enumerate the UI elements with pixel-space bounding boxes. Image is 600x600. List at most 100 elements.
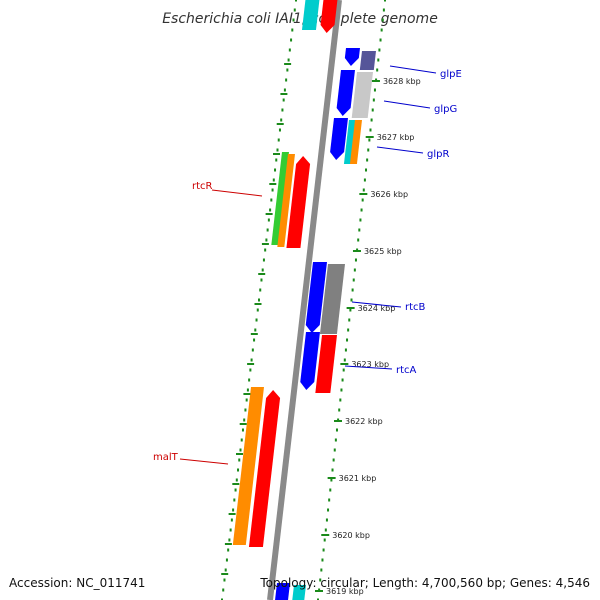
map-title: Escherichia coli IAI1, complete genome bbox=[162, 11, 438, 27]
gene-block bbox=[330, 118, 348, 160]
tick-label: 3619 kbp bbox=[326, 587, 364, 596]
tick-marks: 3628 kbp 3627 kbp 3626 kbp 3625 kbp 3624 kbp… bbox=[221, 63, 421, 596]
tick-label: 3625 kbp bbox=[364, 247, 402, 256]
leader-line bbox=[179, 458, 229, 465]
ring-dot bbox=[373, 88, 376, 92]
gene-block bbox=[320, 0, 338, 33]
gene-block bbox=[292, 585, 306, 600]
ring-dot bbox=[280, 118, 283, 122]
gene-block bbox=[286, 156, 311, 248]
gene-label-rtcA: rtcA bbox=[396, 365, 417, 376]
ring-dot bbox=[230, 518, 233, 522]
accession-text: Accession: NC_011741 bbox=[9, 576, 145, 590]
ring-dot bbox=[255, 318, 258, 322]
ring-dot bbox=[341, 378, 344, 382]
ring-dot bbox=[272, 178, 275, 182]
ring-dot bbox=[277, 138, 280, 142]
tick-label: 3624 kbp bbox=[358, 304, 396, 313]
ring-dot bbox=[269, 208, 272, 212]
ring-dot bbox=[245, 398, 248, 402]
ring-dot bbox=[225, 558, 228, 562]
ring-dot bbox=[286, 68, 289, 72]
ring-dot bbox=[354, 258, 357, 262]
ring-dot bbox=[264, 248, 267, 252]
leader-line bbox=[344, 365, 393, 370]
ring-dot bbox=[327, 508, 330, 512]
ring-dot bbox=[370, 118, 373, 122]
ring-dot bbox=[221, 598, 223, 600]
ring-dot bbox=[321, 558, 324, 562]
genome-summary-text: Topology: circular; Length: 4,700,560 bp… bbox=[259, 576, 590, 590]
gene-label-rtcR: rtcR bbox=[192, 181, 213, 192]
ring-dot bbox=[379, 38, 382, 42]
tick-label: 3626 kbp bbox=[370, 190, 408, 199]
gene-block bbox=[271, 152, 289, 245]
ring-dot bbox=[348, 318, 351, 322]
ring-dot bbox=[349, 308, 352, 312]
ring-dot bbox=[256, 308, 259, 312]
ring-dot bbox=[282, 98, 285, 102]
ring-dot bbox=[274, 168, 277, 172]
ring-dot bbox=[235, 478, 238, 482]
ring-dot bbox=[330, 478, 333, 482]
ring-dot bbox=[347, 328, 350, 332]
ring-dot bbox=[260, 278, 263, 282]
ring-dot bbox=[253, 338, 256, 342]
ring-dot bbox=[352, 278, 355, 282]
ring-dot bbox=[229, 528, 232, 532]
ring-dot bbox=[332, 458, 335, 462]
gene-label-glpE: glpE bbox=[440, 69, 462, 80]
tick-label: 3622 kbp bbox=[345, 417, 383, 426]
ring-dot bbox=[234, 488, 237, 492]
ring-dot bbox=[285, 78, 288, 82]
ring-dot bbox=[271, 188, 274, 192]
leader-line bbox=[211, 189, 263, 197]
gene-block bbox=[305, 262, 327, 333]
ring-dot bbox=[288, 48, 291, 52]
ring-dot bbox=[371, 108, 374, 112]
gene-block bbox=[319, 264, 345, 334]
ring-dot bbox=[377, 58, 380, 62]
ring-dot bbox=[228, 538, 231, 542]
ring-dot bbox=[241, 428, 244, 432]
ring-dot bbox=[276, 148, 279, 152]
ring-dot bbox=[322, 548, 325, 552]
ring-dot bbox=[287, 58, 290, 62]
ring-dot bbox=[293, 8, 296, 12]
ring-dot bbox=[283, 88, 286, 92]
ring-dot bbox=[278, 128, 281, 132]
ring-dot bbox=[376, 68, 379, 72]
ring-dot bbox=[266, 228, 269, 232]
ring-dot bbox=[372, 98, 375, 102]
ring-dot bbox=[366, 158, 369, 162]
ring-dot bbox=[250, 358, 253, 362]
ring-dot bbox=[254, 328, 257, 332]
ring-dot bbox=[359, 218, 362, 222]
genome-backbone bbox=[267, 0, 342, 600]
ring-dot bbox=[344, 348, 347, 352]
gene-block bbox=[275, 583, 290, 600]
ring-dot bbox=[331, 468, 334, 472]
gene-block bbox=[277, 154, 295, 247]
ring-dot bbox=[232, 508, 235, 512]
ring-dot bbox=[292, 18, 295, 22]
gene-block bbox=[336, 70, 355, 116]
ring-dot bbox=[233, 498, 236, 502]
ring-dot bbox=[320, 568, 323, 572]
ring-dot bbox=[291, 28, 294, 32]
gene-block bbox=[351, 72, 373, 118]
ring-dot bbox=[281, 108, 284, 112]
ring-dot bbox=[249, 368, 252, 372]
gene-label-glpR: glpR bbox=[427, 149, 449, 160]
gene-block bbox=[315, 335, 337, 393]
ring-dot bbox=[319, 578, 322, 582]
gene-label-glpG: glpG bbox=[434, 104, 457, 115]
ring-dot bbox=[244, 408, 247, 412]
gene-block bbox=[301, 0, 320, 30]
ring-dot bbox=[360, 208, 363, 212]
ring-dot bbox=[238, 458, 241, 462]
ring-dot bbox=[342, 368, 345, 372]
ring-dot bbox=[224, 568, 227, 572]
gene-block bbox=[344, 48, 360, 66]
leader-line bbox=[389, 65, 437, 74]
